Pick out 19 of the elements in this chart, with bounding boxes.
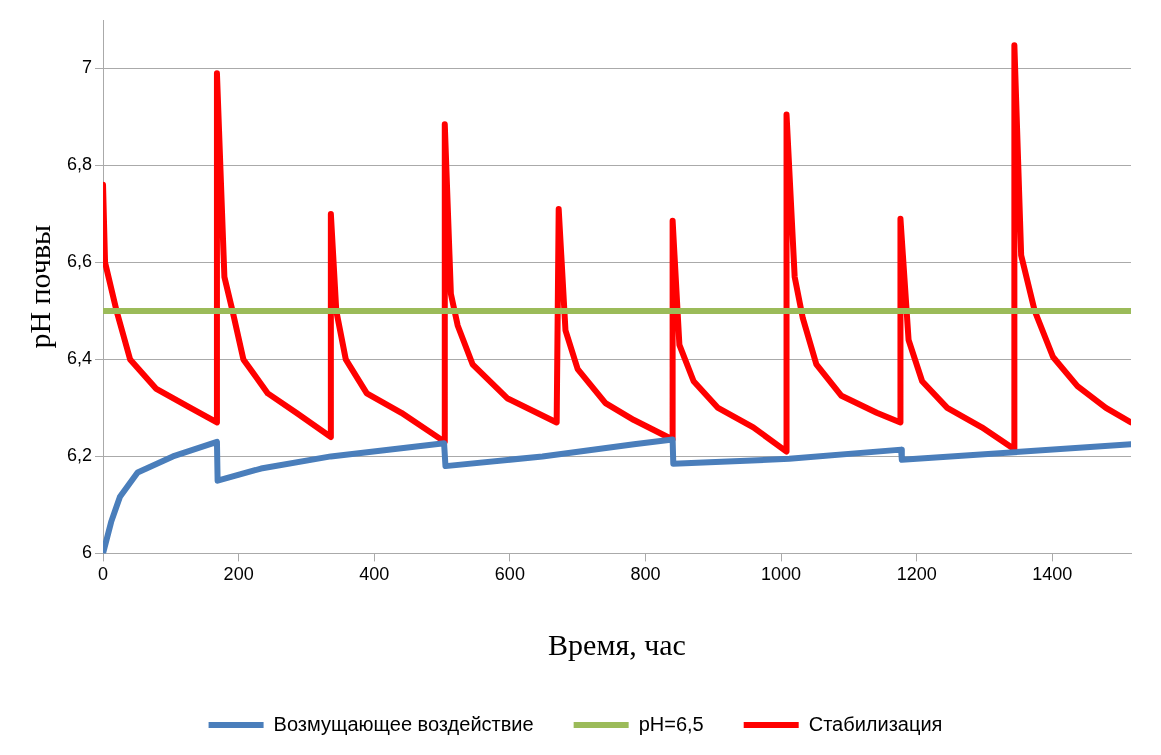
y-tick-label: 6,2 (66, 445, 93, 466)
x-tick-label: 0 (98, 564, 109, 585)
legend-label: Возмущающее воздействие (273, 712, 534, 735)
y-axis-title: pH почвы (22, 224, 56, 349)
y-tick-label: 7 (82, 57, 93, 78)
x-tick-label: 200 (223, 564, 254, 585)
y-tick-label: 6,8 (66, 154, 93, 175)
y-tick-label: 6,6 (66, 251, 93, 272)
x-tick-label: 600 (494, 564, 525, 585)
legend-label: pH=6,5 (638, 712, 704, 735)
y-tick-label: 6 (82, 542, 93, 563)
x-tick-label: 1200 (896, 564, 937, 585)
x-tick-label: 1000 (761, 564, 802, 585)
x-tick-label: 800 (630, 564, 661, 585)
legend-label: Стабилизация (808, 712, 943, 735)
x-tick-label: 1400 (1032, 564, 1073, 585)
x-axis-title: Время, час (548, 627, 686, 661)
y-tick-label: 6,4 (66, 348, 93, 369)
x-tick-label: 400 (359, 564, 390, 585)
